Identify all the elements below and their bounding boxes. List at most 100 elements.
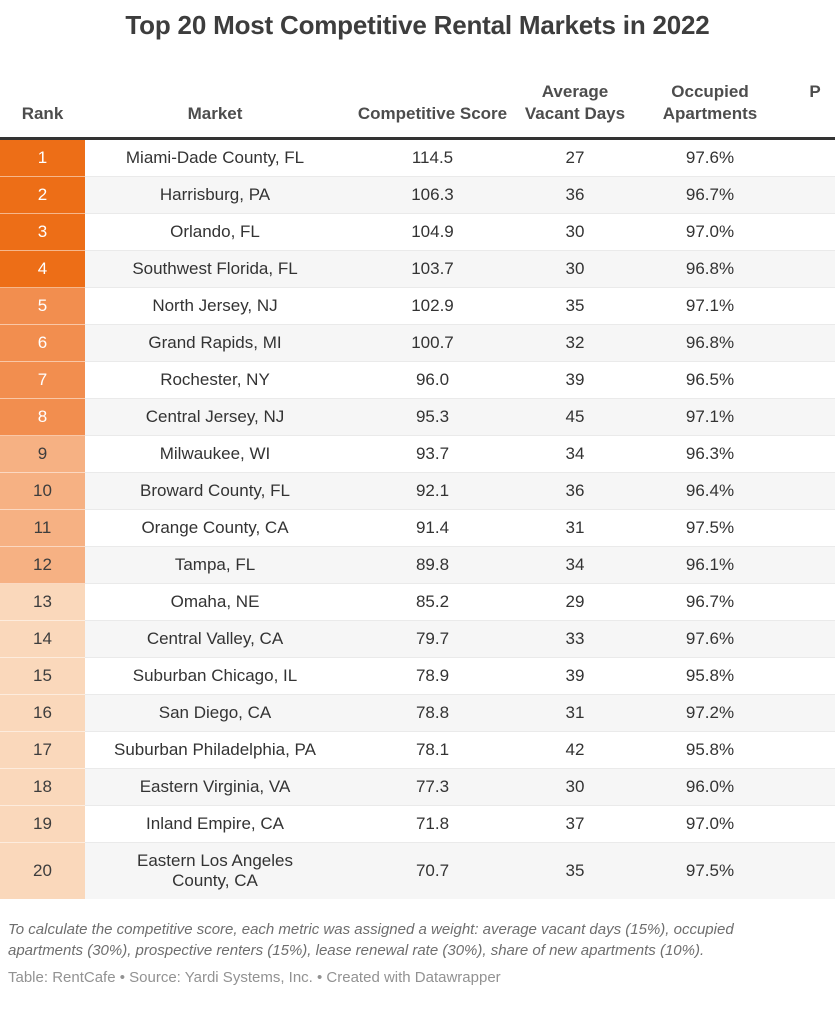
market-cell: Rochester, NY	[85, 361, 345, 399]
rank-cell: 6	[0, 324, 85, 362]
occupied-apartments-cell: 97.6%	[630, 620, 790, 658]
market-cell: Tampa, FL	[85, 546, 345, 584]
market-cell: Miami-Dade County, FL	[85, 138, 345, 177]
vacant-days-cell: 42	[520, 731, 630, 769]
vacant-days-cell: 36	[520, 472, 630, 510]
vacant-days-cell: 34	[520, 435, 630, 473]
occupied-apartments-cell: 97.1%	[630, 398, 790, 436]
page: Top 20 Most Competitive Rental Markets i…	[0, 9, 835, 1024]
occupied-apartments-cell: 97.2%	[630, 694, 790, 732]
competitive-score-cell: 91.4	[345, 509, 520, 547]
market-cell: Suburban Chicago, IL	[85, 657, 345, 695]
table-row: 8 Central Jersey, NJ 95.3 45 97.1%	[0, 398, 835, 436]
prospective-cell	[790, 731, 835, 769]
table-row: 7 Rochester, NY 96.0 39 96.5%	[0, 361, 835, 399]
occupied-apartments-cell: 96.7%	[630, 176, 790, 214]
vacant-days-cell: 35	[520, 287, 630, 325]
market-cell: Grand Rapids, MI	[85, 324, 345, 362]
rank-cell: 14	[0, 620, 85, 658]
table-row: 4 Southwest Florida, FL 103.7 30 96.8%	[0, 250, 835, 288]
prospective-cell	[790, 213, 835, 251]
vacant-days-cell: 37	[520, 805, 630, 843]
prospective-cell	[790, 509, 835, 547]
market-cell: Eastern Los Angeles County, CA	[85, 842, 345, 899]
competitive-score-cell: 70.7	[345, 842, 520, 899]
competitive-score-cell: 85.2	[345, 583, 520, 621]
vacant-days-cell: 45	[520, 398, 630, 436]
prospective-cell	[790, 805, 835, 843]
prospective-cell	[790, 842, 835, 899]
rank-cell: 18	[0, 768, 85, 806]
occupied-apartments-cell: 96.8%	[630, 324, 790, 362]
market-cell: Central Valley, CA	[85, 620, 345, 658]
prospective-cell	[790, 435, 835, 473]
occupied-apartments-cell: 96.1%	[630, 546, 790, 584]
competitive-score-cell: 77.3	[345, 768, 520, 806]
vacant-days-cell: 39	[520, 361, 630, 399]
rank-cell: 17	[0, 731, 85, 769]
market-cell: Suburban Philadelphia, PA	[85, 731, 345, 769]
rank-cell: 10	[0, 472, 85, 510]
table-header: Rank Market Competitive Score Average Vacan…	[0, 41, 835, 140]
competitive-score-cell: 103.7	[345, 250, 520, 288]
rank-cell: 4	[0, 250, 85, 288]
occupied-apartments-cell: 97.5%	[630, 509, 790, 547]
column-header-market: Market	[85, 41, 345, 140]
vacant-days-cell: 33	[520, 620, 630, 658]
competitive-score-cell: 93.7	[345, 435, 520, 473]
vacant-days-cell: 35	[520, 842, 630, 899]
table-row: 17 Suburban Philadelphia, PA 78.1 42 95.8%	[0, 731, 835, 769]
occupied-apartments-cell: 96.5%	[630, 361, 790, 399]
footnote: To calculate the competitive score, each…	[8, 921, 734, 959]
table-row: 19 Inland Empire, CA 71.8 37 97.0%	[0, 805, 835, 843]
table-row: 18 Eastern Virginia, VA 77.3 30 96.0%	[0, 768, 835, 806]
market-cell: Broward County, FL	[85, 472, 345, 510]
table-row: 5 North Jersey, NJ 102.9 35 97.1%	[0, 287, 835, 325]
market-cell: Omaha, NE	[85, 583, 345, 621]
market-cell: Milwaukee, WI	[85, 435, 345, 473]
column-header-average-vacant-days: Average Vacant Days	[520, 41, 630, 140]
rank-cell: 19	[0, 805, 85, 843]
competitive-score-cell: 106.3	[345, 176, 520, 214]
prospective-cell	[790, 287, 835, 325]
occupied-apartments-cell: 97.6%	[630, 138, 790, 177]
prospective-cell	[790, 361, 835, 399]
competitive-score-cell: 79.7	[345, 620, 520, 658]
prospective-cell	[790, 657, 835, 695]
rank-cell: 1	[0, 138, 85, 177]
occupied-apartments-cell: 95.8%	[630, 657, 790, 695]
vacant-days-cell: 39	[520, 657, 630, 695]
competitive-score-cell: 71.8	[345, 805, 520, 843]
prospective-cell	[790, 324, 835, 362]
vacant-days-cell: 29	[520, 583, 630, 621]
table-row: 3 Orlando, FL 104.9 30 97.0%	[0, 213, 835, 251]
competitive-score-cell: 104.9	[345, 213, 520, 251]
competitive-score-cell: 95.3	[345, 398, 520, 436]
prospective-cell	[790, 620, 835, 658]
vacant-days-cell: 30	[520, 213, 630, 251]
rank-cell: 12	[0, 546, 85, 584]
market-cell: Southwest Florida, FL	[85, 250, 345, 288]
rank-cell: 8	[0, 398, 85, 436]
vacant-days-cell: 30	[520, 768, 630, 806]
vacant-days-cell: 31	[520, 694, 630, 732]
competitive-score-cell: 102.9	[345, 287, 520, 325]
table-row: 16 San Diego, CA 78.8 31 97.2%	[0, 694, 835, 732]
competitive-score-cell: 78.9	[345, 657, 520, 695]
market-cell: Eastern Virginia, VA	[85, 768, 345, 806]
table-row: 15 Suburban Chicago, IL 78.9 39 95.8%	[0, 657, 835, 695]
prospective-cell	[790, 250, 835, 288]
occupied-apartments-cell: 96.8%	[630, 250, 790, 288]
prospective-cell	[790, 694, 835, 732]
prospective-cell	[790, 398, 835, 436]
rank-cell: 11	[0, 509, 85, 547]
occupied-apartments-cell: 96.0%	[630, 768, 790, 806]
occupied-apartments-cell: 96.3%	[630, 435, 790, 473]
column-header-prospective: P	[790, 41, 835, 140]
prospective-cell	[790, 768, 835, 806]
competitive-score-cell: 100.7	[345, 324, 520, 362]
market-cell: San Diego, CA	[85, 694, 345, 732]
competitive-score-cell: 96.0	[345, 361, 520, 399]
column-header-competitive-score: Competitive Score	[345, 41, 520, 140]
occupied-apartments-cell: 97.5%	[630, 842, 790, 899]
